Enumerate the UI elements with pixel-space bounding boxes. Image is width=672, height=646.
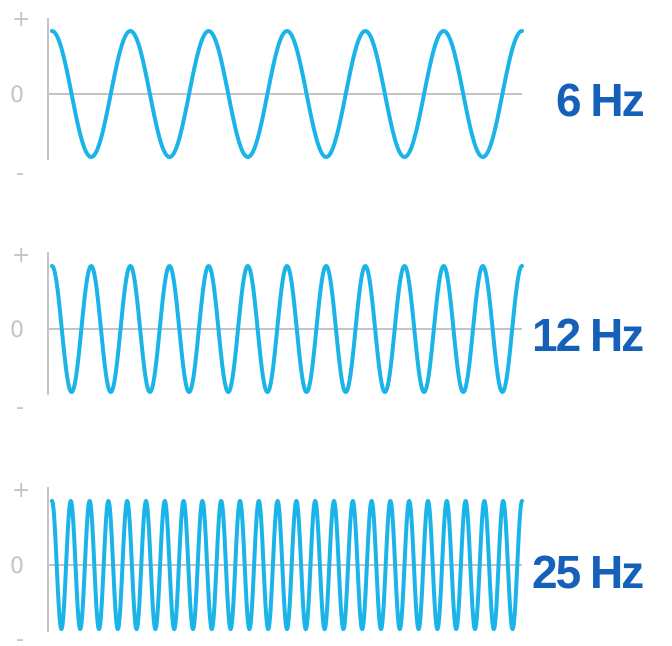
sine-wave-6hz [50,29,524,159]
frequency-label-25hz: 25 Hz [532,546,643,598]
wave-panel-6hz: + 0 - 6 Hz [10,7,646,186]
wave-panel-25hz: + 0 - 25 Hz [10,478,645,646]
tick-minus-12hz: - [16,395,24,420]
frequency-label-6hz: 6 Hz [556,74,644,126]
tick-zero-12hz: 0 [10,318,24,343]
tick-plus-12hz: + [12,243,30,268]
tick-plus-6hz: + [12,7,30,32]
tick-plus-25hz: + [12,478,30,503]
tick-minus-6hz: - [16,161,24,186]
tick-minus-25hz: - [16,627,24,646]
tick-zero-25hz: 0 [10,554,24,579]
tick-zero-6hz: 0 [10,83,24,108]
sine-wave-12hz [50,264,524,394]
frequency-label-12hz: 12 Hz [532,309,643,361]
sine-wave-25hz [50,499,524,631]
wave-panel-12hz: + 0 - 12 Hz [10,243,645,420]
